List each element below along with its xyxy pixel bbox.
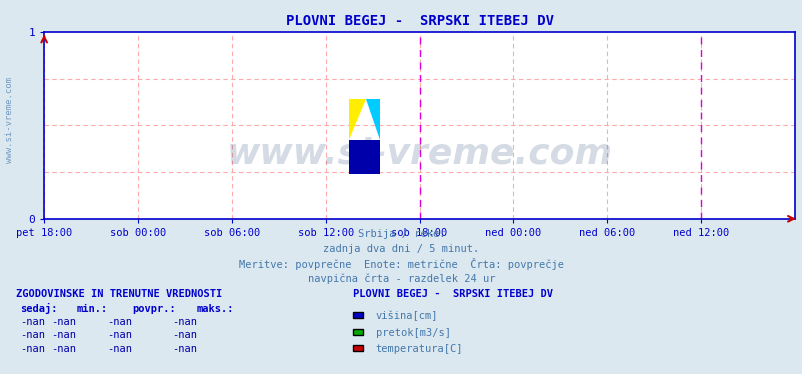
Text: -nan: -nan — [107, 344, 132, 353]
Text: -nan: -nan — [51, 331, 76, 340]
Text: -nan: -nan — [51, 318, 76, 327]
Text: -nan: -nan — [172, 344, 196, 353]
Text: maks.:: maks.: — [196, 304, 234, 314]
Text: -nan: -nan — [20, 344, 45, 353]
Text: temperatura[C]: temperatura[C] — [375, 344, 463, 353]
Text: -nan: -nan — [172, 331, 196, 340]
Text: povpr.:: povpr.: — [132, 304, 176, 314]
Title: PLOVNI BEGEJ -  SRPSKI ITEBEJ DV: PLOVNI BEGEJ - SRPSKI ITEBEJ DV — [286, 14, 553, 28]
Text: www.si-vreme.com: www.si-vreme.com — [226, 137, 612, 170]
Text: zadnja dva dni / 5 minut.: zadnja dva dni / 5 minut. — [323, 244, 479, 254]
Text: pretok[m3/s]: pretok[m3/s] — [375, 328, 450, 338]
Text: ZGODOVINSKE IN TRENUTNE VREDNOSTI: ZGODOVINSKE IN TRENUTNE VREDNOSTI — [16, 289, 222, 299]
Text: -nan: -nan — [20, 318, 45, 327]
Polygon shape — [349, 140, 379, 174]
Text: www.si-vreme.com: www.si-vreme.com — [5, 77, 14, 163]
Text: sedaj:: sedaj: — [20, 303, 58, 314]
Text: Srbija / reke.: Srbija / reke. — [358, 229, 444, 239]
Text: -nan: -nan — [51, 344, 76, 353]
Text: -nan: -nan — [172, 318, 196, 327]
Text: PLOVNI BEGEJ -  SRPSKI ITEBEJ DV: PLOVNI BEGEJ - SRPSKI ITEBEJ DV — [353, 289, 553, 299]
Polygon shape — [349, 99, 366, 140]
Text: -nan: -nan — [107, 331, 132, 340]
Polygon shape — [366, 99, 379, 140]
Text: min.:: min.: — [76, 304, 107, 314]
Text: -nan: -nan — [107, 318, 132, 327]
Text: navpična črta - razdelek 24 ur: navpična črta - razdelek 24 ur — [307, 273, 495, 284]
Text: višina[cm]: višina[cm] — [375, 311, 438, 321]
Text: -nan: -nan — [20, 331, 45, 340]
Text: Meritve: povprečne  Enote: metrične  Črta: povprečje: Meritve: povprečne Enote: metrične Črta:… — [239, 258, 563, 270]
